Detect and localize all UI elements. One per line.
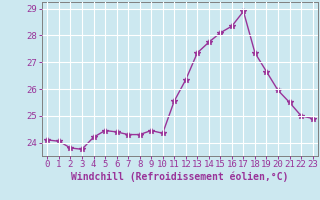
X-axis label: Windchill (Refroidissement éolien,°C): Windchill (Refroidissement éolien,°C)	[71, 172, 289, 182]
